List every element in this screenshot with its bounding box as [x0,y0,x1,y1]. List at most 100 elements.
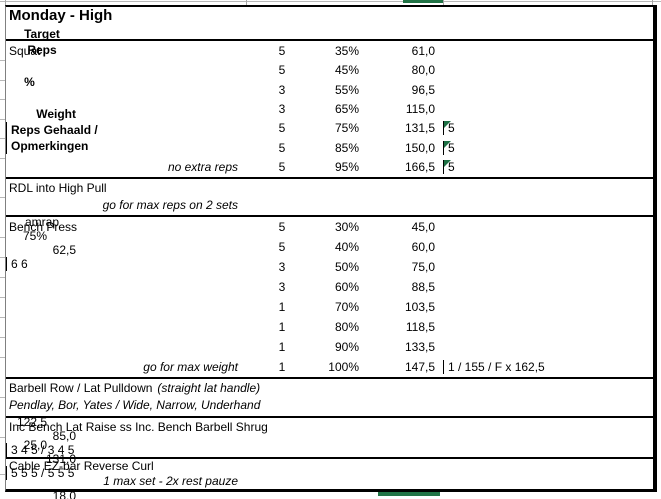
target-reps-cell[interactable]: 5 [278,240,286,254]
target-reps-cell[interactable]: 3 [278,101,286,116]
result-cell[interactable]: 3 4 5 / 3 4 5 [6,443,653,457]
percent-cell[interactable]: 65% [334,101,359,116]
target-reps-cell[interactable]: 3 [278,260,286,274]
set-note-cell[interactable]: go for max weight [143,360,238,374]
gridline-stub [0,357,5,358]
weight-cell[interactable]: 131,5 [404,121,435,136]
set-note-cell: 1 max set - 2x rest pauze [103,474,238,488]
target-reps-cell[interactable]: 5 [278,63,286,78]
cell-flag-icon [444,121,451,129]
target-reps-cell[interactable]: 5 [278,140,286,155]
target-reps-cell[interactable]: 1 [278,300,286,314]
col-header-percent[interactable]: % [24,75,35,89]
exercise-name-cell[interactable]: RDL into High Pull go for max reps on 2 … [6,179,246,215]
percent-cell[interactable]: 60% [334,280,359,294]
exercise-name-cell[interactable]: Bench Press [9,220,78,234]
percent-cell[interactable]: 55% [334,82,359,97]
cell-flag-icon [444,160,451,168]
selection-border-fragment-bottom [378,492,440,496]
gridline-stub [0,158,5,159]
col-header-weight[interactable]: Weight [36,107,76,121]
target-reps-cell[interactable]: 1 [278,360,286,374]
result-cell[interactable]: 5 [443,140,653,155]
target-reps-cell[interactable]: 5 [278,43,286,58]
target-reps-cell[interactable]: 3 [278,280,286,294]
result-cell[interactable]: 5 [443,160,653,175]
selection-border-fragment-top [403,0,443,3]
gridline-stub [0,119,5,120]
table-row: no extra reps 5 95% 166,5 5 [6,158,653,177]
percent-cell[interactable]: 30% [334,220,359,234]
percent-cell[interactable]: 100% [328,360,359,374]
target-reps-cell[interactable]: 3 [278,82,286,97]
percent-cell[interactable]: 35% [334,43,359,58]
target-reps-cell[interactable]: amrap [24,215,59,229]
table-row: go for max weight 1 100% 147,5 1 / 155 /… [6,357,653,377]
percent-cell[interactable]: 70% [334,300,359,314]
exercise-name-cell[interactable]: Barbell Row / Lat Pulldown (straight lat … [9,381,261,412]
gridline-stub [0,237,5,238]
target-reps-cell[interactable]: 5 [278,160,286,175]
section-cable-ez-bar-reverse-curl: Cable EZ-bar Reverse Curl 1 max set - 2x… [6,457,653,499]
exercise-name-cell[interactable]: Cable EZ-bar Reverse Curl 1 max set - 2x… [6,459,246,489]
weight-cell[interactable]: 80,0 [411,63,435,78]
set-note-cell: go for max reps on 2 sets [102,198,238,212]
weight-cell[interactable]: 115,0 [405,101,435,116]
col-header-result[interactable]: Reps Gehaald / Opmerkingen [6,122,653,154]
percent-cell[interactable]: 85% [334,140,359,155]
exercise-name-cell[interactable]: Inc Bench Lat Raise ss Inc. Bench Barbel… [9,420,268,434]
result-cell[interactable]: 5 [443,121,653,136]
percent-cell[interactable]: 75% [334,121,359,136]
gridline-stub [0,80,5,81]
gridline-stub [0,297,5,298]
percent-cell[interactable]: 90% [334,340,359,354]
result-cell[interactable]: 5 5 5 / 5 5 5 [6,466,653,480]
table-row: 1 70% 103,5 [6,297,653,317]
target-reps-cell[interactable]: 5 [278,121,286,136]
percent-cell[interactable]: 75% [22,229,47,243]
weight-cell[interactable]: 61,0 [411,43,435,58]
weight-cell[interactable]: 62,5 [52,243,76,257]
table-row: Squat 5 35% 61,0 [6,41,653,60]
table-row: 3 60% 88,5 [6,277,653,297]
weight-cell[interactable]: 166,5 [404,160,435,175]
percent-cell[interactable]: 25,0 [23,438,47,452]
weight-cell[interactable]: 75,0 [411,260,435,274]
weight-cell[interactable]: 131,0 [45,452,76,466]
target-reps-cell[interactable]: 1 [278,320,286,334]
col-header-target-reps[interactable]: Target Reps [24,27,60,57]
weight-cell[interactable]: 96,5 [411,82,435,97]
table-row: 5 40% 60,0 [6,237,653,257]
weight-cell[interactable]: 118,5 [405,320,435,334]
table-row: 3 55% 96,5 [6,80,653,99]
target-reps-cell[interactable]: 5 [278,220,286,234]
percent-cell[interactable]: 50% [334,260,359,274]
weight-cell[interactable]: 133,5 [404,340,435,354]
gridline-stub [0,99,5,100]
set-note-cell[interactable]: no extra reps [167,160,238,175]
percent-cell[interactable]: 122,5 [16,415,47,429]
weight-cell[interactable]: 60,0 [411,240,435,254]
percent-cell[interactable]: 95% [334,160,359,175]
weight-cell[interactable]: 85,0 [52,429,76,443]
weight-cell[interactable]: 45,0 [411,220,435,234]
target-reps-cell[interactable]: 1 [278,340,286,354]
weight-cell[interactable]: 150,0 [404,140,435,155]
result-cell[interactable]: 6 6 [6,257,653,271]
percent-cell[interactable]: 80% [334,320,359,334]
cell-flag-icon [444,140,451,148]
weight-cell[interactable]: 18,0 [52,489,76,499]
section-barbell-row-lat-pulldown: Barbell Row / Lat Pulldown (straight lat … [6,377,653,457]
weight-cell[interactable]: 88,5 [411,280,435,294]
section-inc-bench-lat-raise-shrug: Inc Bench Lat Raise ss Inc. Bench Barbel… [6,416,653,480]
percent-cell[interactable]: 45% [334,63,359,78]
exercise-name-cell[interactable]: Squat [9,43,41,58]
result-cell[interactable]: 1 / 155 / F x 162,5 [443,360,653,374]
sheet-title-cell[interactable]: Monday - High [9,7,113,24]
weight-cell[interactable]: 103,5 [404,300,435,314]
gridline-stub [0,474,5,475]
header-row: Monday - High Target Reps % Weight Reps … [6,7,653,154]
percent-cell[interactable]: 40% [334,240,359,254]
weight-cell[interactable]: 147,5 [404,360,435,374]
